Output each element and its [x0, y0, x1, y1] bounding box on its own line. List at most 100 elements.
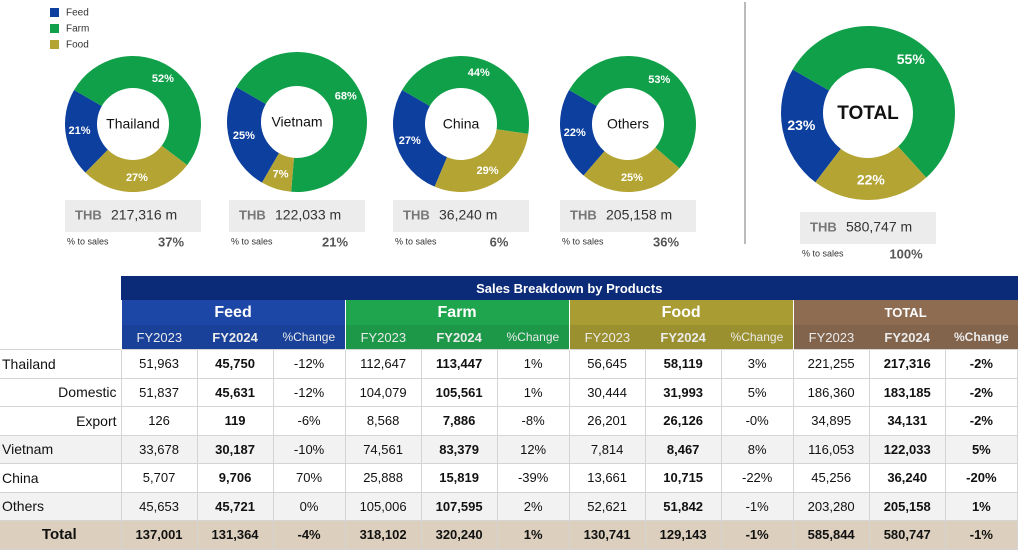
column-header: FY2024: [869, 325, 946, 350]
donut-hole: [98, 89, 168, 159]
slice-label: 7%: [273, 168, 289, 180]
cell: 203,280: [792, 491, 870, 521]
group-row: Feed Farm Food TOTAL: [0, 300, 1018, 325]
cell: -2%: [944, 377, 1019, 407]
cell: 5,707: [120, 463, 198, 493]
currency: THB: [239, 207, 266, 222]
donut-slice: [236, 52, 367, 193]
table-title: Sales Breakdown by Products: [121, 276, 1018, 300]
cell: 580,747: [868, 520, 946, 550]
donut-center-label: Others: [607, 116, 649, 132]
cell: 70%: [272, 463, 346, 493]
cell: 105,006: [344, 491, 422, 521]
row-label: China: [0, 463, 122, 493]
cell: 183,185: [868, 377, 946, 407]
share-caption: % to sales: [562, 236, 604, 246]
cell: 8,568: [344, 406, 422, 436]
row-label: Vietnam: [0, 434, 122, 464]
table-row: China 5,707 9,706 70% 25,888 15,819 -39% 13,661…: [0, 463, 1019, 493]
cell: 13,661: [568, 463, 646, 493]
share: 36%: [653, 234, 679, 249]
cell: 119: [196, 406, 274, 436]
cell: 26,201: [568, 406, 646, 436]
spacer: [0, 300, 121, 325]
donut-slice: [583, 147, 680, 192]
share: 37%: [158, 234, 184, 249]
group-header: Food: [568, 300, 794, 325]
cell: 8,467: [644, 434, 722, 464]
slice-label: 25%: [621, 172, 643, 184]
table-row: Vietnam 33,678 30,187 -10% 74,561 83,379 12% 7,…: [0, 434, 1019, 464]
row-label: Export: [0, 406, 122, 436]
column-header: %Change: [721, 325, 794, 350]
slice-label: 29%: [476, 165, 498, 177]
cell: -6%: [272, 406, 346, 436]
charts-area: Feed Farm Food 21% 52% 27% Thailand THB 217,316 …: [50, 2, 955, 261]
legend-label: Feed: [66, 8, 89, 19]
cell: 1%: [944, 491, 1019, 521]
slice-label: 27%: [399, 135, 421, 147]
amount: 122,033 m: [275, 207, 341, 223]
table-row: Total 137,001 131,364 -4% 318,102 320,240 1% 13…: [0, 520, 1019, 550]
cell: 137,001: [120, 520, 198, 550]
cell: 5%: [720, 377, 794, 407]
cell: -12%: [272, 349, 346, 379]
column-header: %Change: [497, 325, 570, 350]
sales-table: Sales Breakdown by Products Feed Farm Food T…: [0, 276, 1019, 550]
cell: 52,621: [568, 491, 646, 521]
cell: 1%: [496, 520, 570, 550]
cell: -1%: [720, 520, 794, 550]
cell: 107,595: [420, 491, 498, 521]
table-row: Domestic 51,837 45,631 -12% 104,079 105,561 1%…: [0, 377, 1019, 407]
donut-slice: [792, 26, 955, 178]
cell: -20%: [944, 463, 1019, 493]
cell: 51,837: [120, 377, 198, 407]
donut-center-label: Vietnam: [271, 114, 322, 130]
cell: 45,631: [196, 377, 274, 407]
cell: 104,079: [344, 377, 422, 407]
amount: 580,747 m: [846, 219, 912, 235]
cell: 7,886: [420, 406, 498, 436]
legend-swatch: [50, 8, 59, 17]
cell: 205,158: [868, 491, 946, 521]
cell: 3%: [720, 349, 794, 379]
cell: 31,993: [644, 377, 722, 407]
share: 100%: [889, 246, 923, 261]
share-caption: % to sales: [231, 236, 273, 246]
cell: -8%: [496, 406, 570, 436]
cell: -4%: [272, 520, 346, 550]
share: 21%: [322, 234, 348, 249]
currency: THB: [810, 219, 837, 234]
cell: 74,561: [344, 434, 422, 464]
donut-hole: [824, 69, 912, 157]
cell: 51,842: [644, 491, 722, 521]
column-header: FY2024: [421, 325, 498, 350]
donut-slice: [781, 69, 841, 183]
cell: 5%: [944, 434, 1019, 464]
cell: 56,645: [568, 349, 646, 379]
row-label: Total: [0, 520, 122, 550]
cell: 9,706: [196, 463, 274, 493]
table-row: Export 126 119 -6% 8,568 7,886 -8% 26,201 26,126…: [0, 406, 1019, 436]
donut-slice: [64, 90, 108, 173]
donut-slice: [392, 90, 448, 187]
cell: -22%: [720, 463, 794, 493]
donut-slice: [402, 56, 529, 134]
slice-label: 25%: [233, 130, 255, 142]
donut-slice: [74, 56, 201, 166]
donut-center-label: Thailand: [106, 116, 160, 132]
cell: 26,126: [644, 406, 722, 436]
amount-box: [560, 200, 696, 232]
slice-label: 22%: [857, 172, 886, 188]
cell: 186,360: [792, 377, 870, 407]
cell: 1%: [496, 349, 570, 379]
slice-label: 21%: [68, 125, 90, 137]
table-row: Thailand 51,963 45,750 -12% 112,647 113,447 1%…: [0, 349, 1019, 379]
cell: 126: [120, 406, 198, 436]
cell: 7,814: [568, 434, 646, 464]
cell: -1%: [720, 491, 794, 521]
column-header: FY2024: [197, 325, 274, 350]
cell: 45,750: [196, 349, 274, 379]
amount-box: [229, 200, 365, 232]
